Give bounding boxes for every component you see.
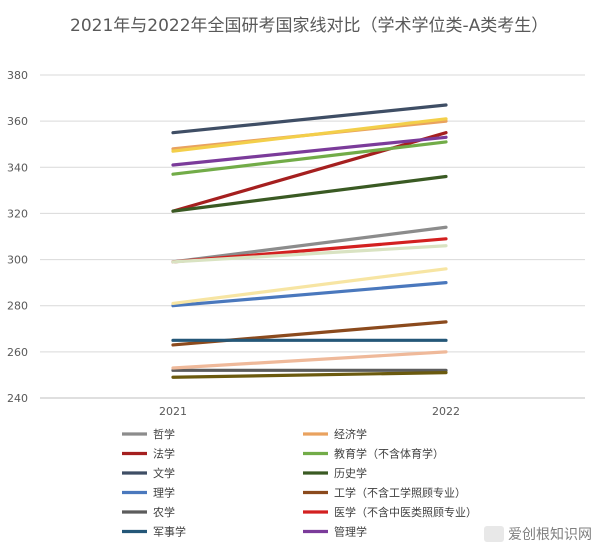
y-tick-label: 280 <box>7 300 28 313</box>
y-tick-label: 340 <box>7 161 28 174</box>
series-line <box>171 135 448 167</box>
series-line <box>171 281 448 308</box>
series-line <box>171 350 448 370</box>
legend-label: 理学 <box>153 486 175 500</box>
legend-label: 经济学 <box>334 427 367 441</box>
y-tick-label: 260 <box>7 346 28 359</box>
y-tick-label: 320 <box>7 207 28 220</box>
legend-label: 教育学（不含体育学） <box>334 447 444 461</box>
series-line <box>171 371 448 379</box>
y-tick-label: 380 <box>7 69 28 82</box>
series-line <box>171 103 448 135</box>
legend-label: 文学 <box>153 466 175 480</box>
legend-label: 哲学 <box>153 427 175 441</box>
series-line <box>171 174 448 213</box>
series-line <box>171 140 448 176</box>
y-tick-label: 300 <box>7 254 28 267</box>
legend-label: 历史学 <box>334 466 367 480</box>
watermark-logo-icon <box>484 526 504 542</box>
series-line <box>171 117 448 153</box>
y-tick-label: 240 <box>7 392 28 405</box>
series-line <box>171 225 448 264</box>
legend-label: 法学 <box>153 447 175 461</box>
watermark-text: 爱创根知识网 <box>508 527 592 543</box>
watermark: 爱创根知识网 <box>484 524 592 544</box>
chart-title: 2021年与2022年全国研考国家线对比（学术学位类-A类考生） <box>70 16 549 36</box>
series-line <box>171 267 448 306</box>
legend-label: 管理学 <box>334 525 367 539</box>
legend-label: 农学 <box>153 505 175 519</box>
series-line <box>171 244 448 264</box>
legend-label: 医学（不含中医类照顾专业） <box>334 505 477 519</box>
x-tick-label: 2021 <box>159 405 187 418</box>
x-tick-label: 2022 <box>432 405 460 418</box>
legend-label: 军事学 <box>153 525 186 539</box>
legend-label: 工学（不含工学照顾专业） <box>334 486 466 500</box>
y-tick-label: 360 <box>7 115 28 128</box>
